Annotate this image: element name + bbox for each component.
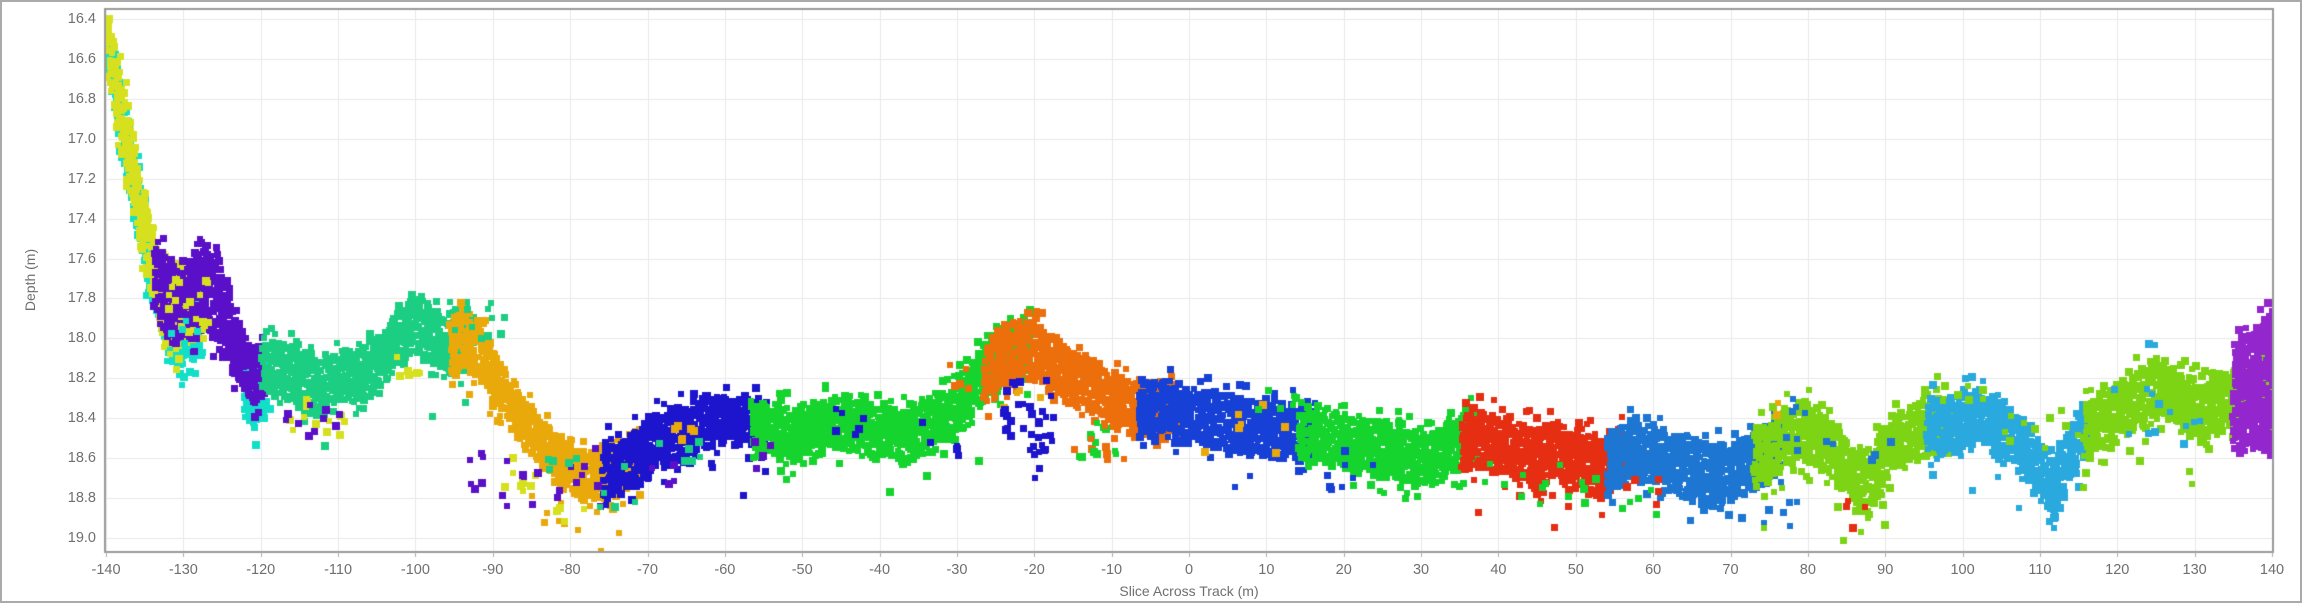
x-tick-label: 70 [1722,562,1739,578]
y-tick-label: 17.6 [67,250,96,267]
x-tick-label: -60 [714,562,736,578]
x-tick-label: 20 [1335,562,1352,578]
y-tick-label: 18.4 [67,410,96,427]
x-tick-label: -90 [482,562,504,578]
y-tick-label: 17.2 [67,170,96,187]
x-tick-label: -70 [637,562,658,578]
x-tick-label: -30 [946,562,968,578]
x-tick-label: -40 [869,562,891,578]
y-tick-label: 17.4 [67,210,96,227]
x-tick-label: 60 [1645,562,1662,578]
x-tick-label: 10 [1258,562,1275,578]
x-tick-label: 120 [2105,562,2130,578]
y-tick-label: 18.2 [67,370,96,387]
x-tick-label: 90 [1877,562,1894,578]
x-tick-label: 100 [1950,562,1975,578]
y-tick-label: 16.6 [67,50,96,67]
y-tick-label: 16.8 [67,90,96,107]
x-axis-title: Slice Across Track (m) [1119,583,1259,599]
x-tick-label: -110 [324,562,353,578]
x-tick-label: -20 [1023,562,1045,578]
x-tick-label: 0 [1184,562,1194,578]
y-tick-label: 18.6 [67,450,96,467]
x-tick-label: -140 [91,562,121,578]
y-tick-label: 17.8 [67,290,96,307]
x-tick-label: -50 [791,562,813,578]
x-tick-label: 50 [1567,562,1584,578]
x-tick-label: -120 [246,562,276,578]
y-tick-label: 19.0 [67,530,96,546]
x-tick-label: -80 [559,562,581,578]
x-tick-label: 140 [2259,562,2285,578]
x-tick-label: 130 [2182,562,2207,578]
x-tick-label: 110 [2028,562,2052,578]
x-tick-label: 80 [1799,562,1816,578]
x-tick-label: 30 [1412,562,1430,578]
y-tick-label: 18.8 [67,490,96,507]
y-tick-label: 16.4 [67,11,96,27]
x-tick-label: -10 [1101,562,1123,578]
x-tick-label: -100 [400,562,430,578]
y-tick-label: 18.0 [67,330,96,347]
x-tick-label: -130 [168,562,198,578]
x-tick-label: 40 [1490,562,1507,578]
y-tick-label: 17.0 [67,130,96,147]
